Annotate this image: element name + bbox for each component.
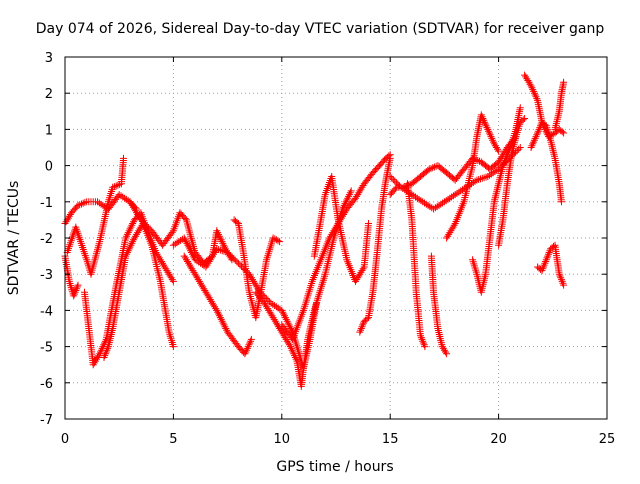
- series-arc-22: [527, 118, 565, 206]
- y-tick-label: -5: [40, 341, 53, 356]
- series-arc-9: [230, 216, 284, 322]
- series-arc-8: [180, 252, 255, 358]
- marker-path: [427, 252, 451, 358]
- series-arc-20: [495, 115, 529, 249]
- data-points: [61, 71, 568, 390]
- marker-path: [310, 173, 372, 285]
- marker-path: [278, 151, 394, 343]
- marker-path: [551, 78, 568, 133]
- x-tick-label: 10: [274, 432, 291, 447]
- y-tick-label: -7: [40, 413, 53, 428]
- x-tick-label: 15: [382, 432, 399, 447]
- series-arc-23: [534, 241, 568, 289]
- grid: [65, 57, 607, 419]
- y-axis-label: SDTVAR / TECUs: [6, 181, 22, 296]
- marker-path: [527, 118, 565, 206]
- y-tick-label: 0: [45, 160, 53, 175]
- y-tick-label: -1: [40, 196, 53, 211]
- marker-path: [534, 241, 568, 289]
- series-arc-19: [469, 104, 524, 296]
- y-tick-label: -6: [40, 377, 53, 392]
- series-arc-5: [100, 220, 177, 361]
- chart-title: Day 074 of 2026, Sidereal Day-to-day VTE…: [36, 21, 605, 37]
- marker-path: [61, 191, 140, 227]
- series-arc-16: [404, 180, 429, 351]
- series-arc-24: [551, 78, 568, 133]
- y-tick-label: 3: [45, 51, 53, 66]
- axis-ticks: 0 5 10 15 20 25 -7 -6 -5 -4 -3 -2 -1 0 1 2 3: [40, 51, 615, 447]
- series-arc-12: [310, 173, 372, 285]
- x-tick-label: 20: [490, 432, 507, 447]
- x-tick-label: 0: [61, 432, 69, 447]
- y-tick-label: 1: [45, 123, 53, 138]
- marker-path: [63, 154, 127, 278]
- y-tick-label: -4: [40, 304, 53, 319]
- x-axis-label: GPS time / hours: [276, 459, 393, 475]
- series-arc-18: [443, 111, 503, 242]
- y-tick-label: 2: [45, 87, 53, 102]
- series-arc-11: [278, 151, 394, 343]
- marker-path: [100, 220, 177, 361]
- y-tick-label: -2: [40, 232, 53, 247]
- marker-path: [180, 252, 255, 358]
- marker-path: [404, 180, 429, 351]
- series-arc-17: [427, 252, 451, 358]
- marker-path: [230, 216, 284, 322]
- x-tick-label: 25: [599, 432, 616, 447]
- series-arc-3: [63, 154, 127, 278]
- y-tick-label: -3: [40, 268, 53, 283]
- marker-path: [443, 111, 503, 242]
- marker-path: [469, 104, 524, 296]
- x-tick-label: 5: [169, 432, 177, 447]
- marker-path: [495, 115, 529, 249]
- series-arc-1: [61, 191, 140, 227]
